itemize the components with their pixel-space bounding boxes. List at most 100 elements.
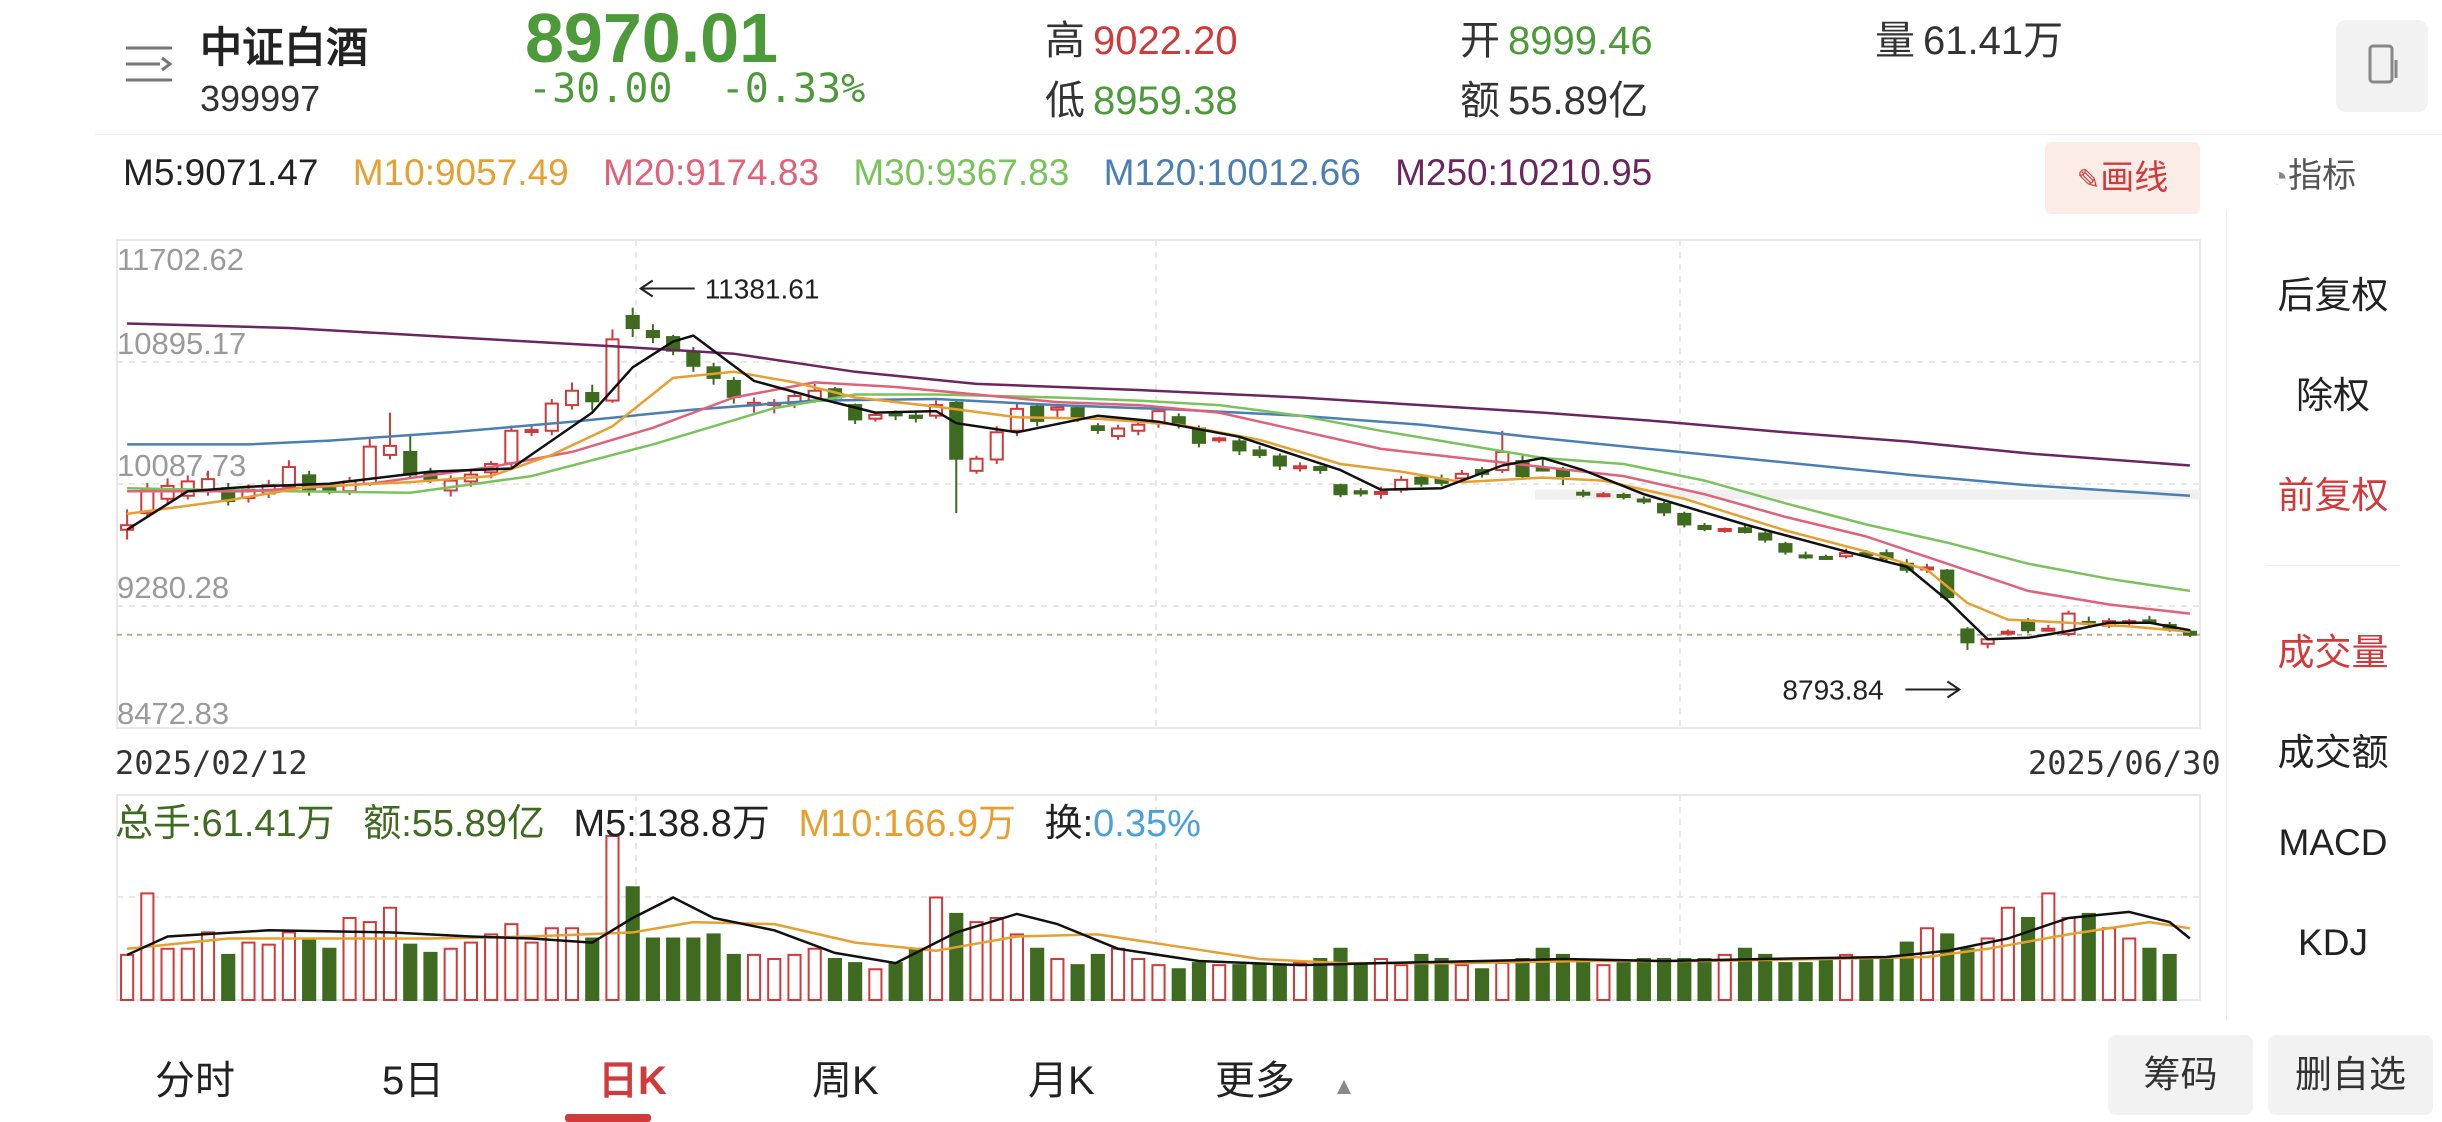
volume-bar [160,947,175,1001]
volume-bar [261,943,276,1002]
volume-bar [1879,958,1894,1001]
option-kdj[interactable]: KDJ [2298,922,2368,963]
high-label: 高 [1045,19,1085,63]
volume-bar [767,958,782,1001]
volume-bar [2162,953,2177,1002]
candle-body [908,414,923,419]
candle [1050,405,1065,418]
volume-bar [1252,964,1267,1002]
volume-bar [1919,927,1935,1001]
tab-more[interactable]: 更多 ▲ [1215,1048,1356,1106]
tab-weekly-k[interactable]: 周K [812,1059,879,1103]
volume-bar [544,927,559,1001]
candle-body [524,429,539,434]
candle [1677,511,1692,528]
volume-bar [888,962,903,1001]
candle-body [1657,503,1672,514]
stock-name: 中证白酒 [200,24,369,71]
price-band [1535,489,2200,500]
candle [1778,541,1793,555]
header-divider [95,134,2442,135]
tab-monthly-k[interactable]: 月K [1028,1059,1095,1103]
option-pre-adjusted[interactable]: 前复权 [2277,475,2389,516]
candle-body [1717,527,1732,532]
volume-bar [645,937,660,1001]
volume-bar [706,933,721,1002]
draw-line-label: 画线 [2100,159,2169,197]
volume-bar [1839,953,1854,1002]
option-post-adjusted[interactable]: 后复权 [2277,275,2389,316]
tab-intraday[interactable]: 分时 [155,1059,235,1103]
candle [1030,404,1045,427]
candle-body [504,429,519,465]
candle [1657,501,1672,517]
volume-bar [908,947,923,1001]
volume-bar [1798,962,1813,1001]
candle-body [1373,490,1389,495]
candle [989,426,1004,465]
menu-icon[interactable] [124,44,176,88]
candle-body [969,457,984,472]
candle-body [1576,491,1591,496]
amount-value: 55.89亿 [1508,79,1649,123]
ma250-line [127,322,2190,467]
volume-bar [1373,958,1389,1001]
open-value: 8999.46 [1508,19,1653,63]
volume-bar [807,947,822,1001]
pencil-icon: ✎ [2076,164,2101,195]
candle [1616,492,1631,500]
current-price: 8970.01 [525,0,779,77]
candle-body [1960,628,1975,644]
landscape-toggle-button[interactable] [2336,20,2428,112]
candle [1090,423,1105,434]
candle-body [1778,543,1793,553]
candle-body [686,351,701,367]
option-macd[interactable]: MACD [2278,822,2388,863]
candle [1818,554,1833,560]
option-ex-rights[interactable]: 除权 [2296,375,2370,416]
price-tick-label: 10895.17 [117,326,246,361]
volume-bar [1212,964,1227,1002]
volume-bar [1272,964,1287,1002]
candle-body [1454,472,1469,480]
draw-line-button[interactable]: ✎画线 [2045,142,2200,214]
right-options-panel: 后复权 除权 前复权 成交量 成交额 MACD KDJ [2226,210,2439,1020]
low-value: 8959.38 [1093,79,1238,123]
candle-body [1292,465,1308,470]
tab-5day[interactable]: 5日 [382,1059,445,1103]
candle-body [1737,527,1753,534]
option-volume[interactable]: 成交量 [2277,632,2389,673]
volume-bar [1475,968,1490,1001]
candle-body [868,413,883,420]
indicator-button[interactable]: ◔指标 [2270,148,2356,197]
candle-body [2041,627,2056,632]
min-arrow-head [1946,680,1962,699]
candle [1960,627,1975,650]
candle-body [1050,406,1065,411]
candle [1131,421,1146,436]
candle-body [989,431,1004,461]
volume-bar [1030,947,1045,1001]
option-turnover-amount[interactable]: 成交额 [2277,732,2389,773]
gauge-icon: ◔ [2270,161,2289,194]
candle [1252,445,1267,458]
active-tab-indicator [565,1114,651,1122]
phone-icon [2368,44,2398,84]
volume-bar [1778,962,1793,1001]
tab-daily-k[interactable]: 日K [598,1059,667,1103]
volume-bar [1535,947,1550,1001]
candle [1110,424,1126,440]
candle-body [1070,407,1085,419]
ma5-label: M5:9071.47 [123,152,319,193]
candle [1009,403,1025,437]
candle-body [625,314,640,330]
volume-bar [2061,917,2076,1001]
remove-favorite-button[interactable]: 删自选 [2268,1035,2433,1115]
chips-button[interactable]: 筹码 [2108,1035,2253,1115]
volume-bar [1394,964,1409,1002]
vol-m5: M5:138.8万 [573,803,770,845]
candle [2000,629,2015,636]
candle [221,482,236,506]
price-tick-label: 10087.73 [117,448,246,483]
